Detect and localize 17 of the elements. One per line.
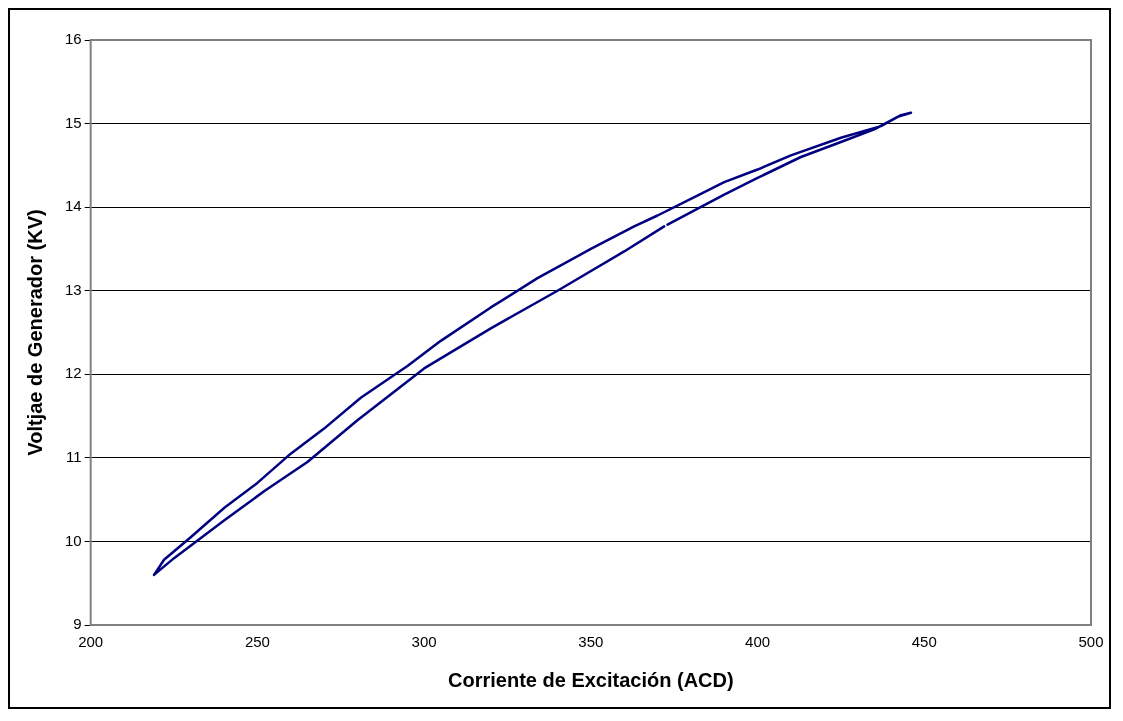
y-tick-label: 13	[65, 280, 82, 298]
x-tick-label: 400	[745, 633, 771, 651]
y-tick-label: 11	[66, 448, 82, 465]
x-axis-title: Corriente de Excitación (ACD)	[448, 668, 734, 691]
y-tick-label: 16	[65, 30, 82, 48]
x-tick-label: 250	[244, 633, 270, 651]
y-tick-label: 15	[65, 113, 82, 131]
y-tick-label: 14	[65, 197, 82, 215]
y-tick-label: 12	[65, 364, 82, 382]
y-tick-label: 9	[73, 615, 82, 633]
x-tick-label: 200	[78, 633, 104, 651]
y-axis-title: Voltjae de Generador (KV)	[23, 209, 46, 456]
x-tick-label: 500	[1078, 633, 1104, 651]
x-tick-label: 450	[911, 633, 937, 651]
x-tick-label: 350	[578, 633, 604, 651]
y-tick-label: 10	[65, 531, 82, 549]
x-tick-label: 300	[411, 633, 437, 651]
